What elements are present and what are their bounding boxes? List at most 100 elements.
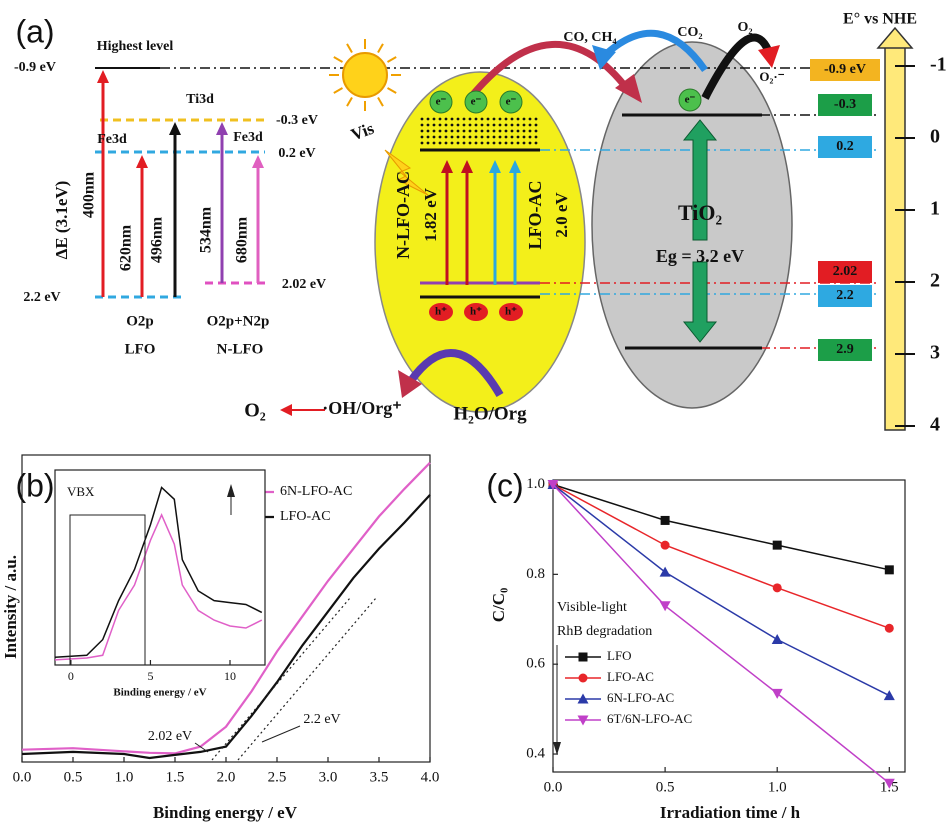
dot bbox=[487, 124, 490, 127]
dot bbox=[475, 124, 478, 127]
label: H₂O/Org bbox=[453, 403, 527, 424]
x-tick-label: 0.5 bbox=[656, 779, 675, 795]
dot bbox=[499, 136, 502, 139]
label: O₂·⁻ bbox=[759, 69, 784, 84]
legend-label: 6T/6N-LFO-AC bbox=[607, 711, 692, 726]
data-point bbox=[661, 516, 670, 525]
dot bbox=[463, 118, 466, 121]
dot bbox=[481, 142, 484, 145]
dot bbox=[511, 130, 514, 133]
legend-label: 6N-LFO-AC bbox=[280, 484, 352, 499]
dot bbox=[487, 118, 490, 121]
dot bbox=[463, 142, 466, 145]
dot bbox=[523, 142, 526, 145]
inset-background bbox=[55, 470, 265, 665]
dot bbox=[481, 118, 484, 121]
dot bbox=[421, 142, 424, 145]
dot bbox=[421, 136, 424, 139]
data-point bbox=[660, 567, 671, 577]
nhe-tick-label: 2 bbox=[930, 270, 940, 292]
y-axis-label: Intensity / a.u. bbox=[1, 555, 20, 659]
x-tick-label: 0.5 bbox=[64, 769, 83, 785]
dot bbox=[451, 130, 454, 133]
sun-ray bbox=[388, 57, 397, 62]
dot bbox=[451, 136, 454, 139]
sun-ray bbox=[334, 57, 343, 62]
dot bbox=[523, 130, 526, 133]
dot bbox=[493, 124, 496, 127]
nhe-box-label: 2.2 bbox=[836, 288, 854, 303]
dot bbox=[475, 130, 478, 133]
y-tick-label: 0.8 bbox=[526, 566, 545, 582]
data-point bbox=[885, 565, 894, 574]
dot bbox=[469, 118, 472, 121]
hole-label: h⁺ bbox=[435, 306, 447, 318]
nhe-box-label: -0.9 eV bbox=[824, 62, 866, 77]
annotation: 2.02 eV bbox=[148, 729, 192, 744]
data-point bbox=[661, 541, 670, 550]
sun-ray bbox=[347, 98, 352, 107]
dot bbox=[511, 124, 514, 127]
x-tick-label: 3.0 bbox=[319, 769, 338, 785]
label: O2p bbox=[126, 313, 154, 329]
dot bbox=[457, 130, 460, 133]
annotation-pointer bbox=[262, 726, 300, 742]
dot bbox=[535, 136, 538, 139]
dot bbox=[433, 136, 436, 139]
x-axis-label: Binding energy / eV bbox=[113, 687, 206, 699]
dot bbox=[517, 118, 520, 121]
x-tick-label: 2.5 bbox=[268, 769, 287, 785]
dot bbox=[421, 124, 424, 127]
label: LFO-AC bbox=[525, 181, 545, 250]
label: 400nm bbox=[81, 171, 98, 218]
dot bbox=[439, 136, 442, 139]
label: Fe3d bbox=[97, 132, 127, 147]
dot bbox=[499, 124, 502, 127]
legend-arrow-head bbox=[553, 742, 561, 755]
dot bbox=[457, 142, 460, 145]
dot bbox=[451, 142, 454, 145]
label: Highest level bbox=[97, 39, 174, 54]
dot bbox=[457, 118, 460, 121]
x-tick-label: 1.0 bbox=[768, 779, 787, 795]
label: N-LFO-AC bbox=[393, 171, 413, 259]
data-point bbox=[579, 674, 588, 683]
dot bbox=[487, 136, 490, 139]
panel-label: (b) bbox=[15, 467, 54, 503]
nhe-tick-label: 3 bbox=[930, 342, 940, 364]
x-tick-label: 0.0 bbox=[13, 769, 32, 785]
label: O₂ bbox=[737, 20, 752, 35]
sun-ray bbox=[334, 88, 343, 93]
dot bbox=[535, 118, 538, 121]
sun-ray bbox=[378, 44, 383, 53]
label: CO₂ bbox=[677, 25, 702, 40]
dot bbox=[493, 142, 496, 145]
excitation-arrow-head bbox=[169, 122, 181, 135]
label: TiO₂ bbox=[678, 200, 723, 225]
label: ·OH/Org⁺ bbox=[322, 398, 402, 418]
panel-label: (a) bbox=[15, 13, 54, 49]
dot bbox=[517, 124, 520, 127]
nhe-tick-label: 0 bbox=[930, 126, 940, 148]
sun-ray bbox=[378, 98, 383, 107]
x-tick-label: 1.0 bbox=[115, 769, 134, 785]
x-tick-label: 0 bbox=[68, 669, 74, 683]
nhe-box-label: 2.9 bbox=[836, 342, 854, 357]
x-tick-label: 0.0 bbox=[544, 779, 563, 795]
dot bbox=[427, 136, 430, 139]
data-point bbox=[884, 690, 895, 700]
dot bbox=[499, 142, 502, 145]
nhe-ruler-head bbox=[878, 28, 912, 48]
label: 680nm bbox=[234, 216, 251, 263]
excitation-arrow-head bbox=[136, 155, 148, 168]
reaction-arrow-head bbox=[280, 404, 292, 416]
dot bbox=[529, 118, 532, 121]
dot bbox=[427, 124, 430, 127]
dot bbox=[421, 130, 424, 133]
curved-arrow-head bbox=[758, 45, 780, 68]
label: -0.9 eV bbox=[14, 60, 56, 75]
dot bbox=[505, 142, 508, 145]
annotation: Visible-light bbox=[557, 600, 627, 615]
dot bbox=[433, 124, 436, 127]
electron-label: e⁻ bbox=[685, 94, 696, 106]
